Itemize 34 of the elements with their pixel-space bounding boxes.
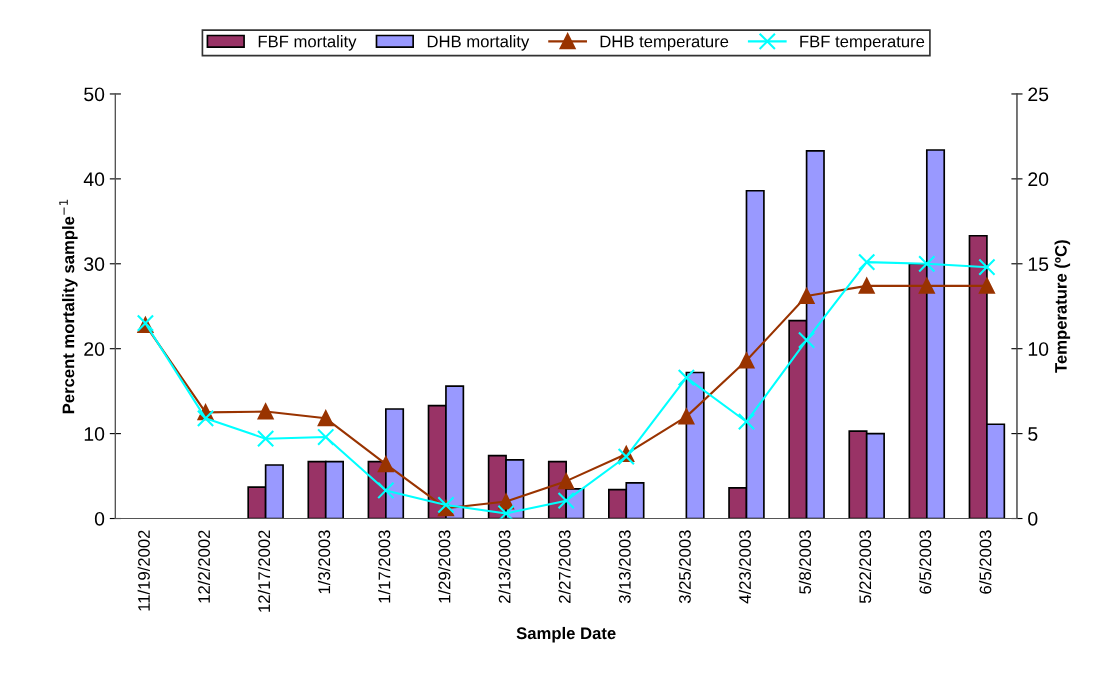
x-tick-label: 1/29/2003 — [438, 530, 451, 603]
legend-label: DHB temperature — [600, 35, 729, 51]
y-tick-label: 30 — [84, 257, 105, 272]
y2-tick-label: 15 — [1028, 257, 1049, 272]
legend-label: DHB mortality — [427, 35, 530, 51]
x-tick-label: 1/17/2003 — [378, 530, 391, 603]
legend-label: FBF mortality — [258, 35, 357, 51]
x-tick-label: 12/17/2002 — [257, 530, 271, 612]
y2-tick-label: 25 — [1028, 87, 1049, 102]
y-tick-label: 50 — [84, 87, 105, 102]
y-tick-label: 20 — [84, 342, 105, 356]
y2-tick-label: 10 — [1028, 342, 1049, 356]
legend-label: FBF temperature — [800, 35, 925, 51]
y-axis-title: Percent mortality sample$^{−1}$ — [59, 199, 78, 414]
x-tick-label: 6/5/2003 — [979, 530, 992, 594]
x-tick-label: 3/25/2003 — [678, 530, 691, 604]
y-tick-label: 10 — [84, 427, 105, 441]
x-tick-label: 2/13/2003 — [498, 530, 511, 603]
y2-tick-label: 20 — [1028, 172, 1049, 187]
y2-axis-title: Temperature (ºC) — [1054, 240, 1071, 373]
y2-tick-label: 5 — [1028, 427, 1038, 441]
x-tick-label: 6/5/2003 — [919, 530, 932, 594]
x-tick-label: 5/8/2003 — [798, 530, 812, 594]
x-tick-label: 5/22/2003 — [858, 530, 872, 604]
x-axis-title: Sample Date — [516, 626, 616, 643]
x-tick-label: 3/13/2003 — [618, 530, 631, 604]
y2-tick-label: 0 — [1028, 511, 1038, 526]
x-tick-label: 4/23/2003 — [738, 530, 751, 604]
y-tick-label: 0 — [94, 511, 105, 526]
x-tick-label: 12/2/2002 — [197, 530, 210, 603]
x-tick-label: 1/3/2003 — [317, 530, 331, 594]
y-tick-label: 40 — [83, 172, 105, 187]
x-tick-label: 11/19/2002 — [137, 530, 150, 611]
x-tick-label: 2/27/2003 — [558, 530, 571, 603]
